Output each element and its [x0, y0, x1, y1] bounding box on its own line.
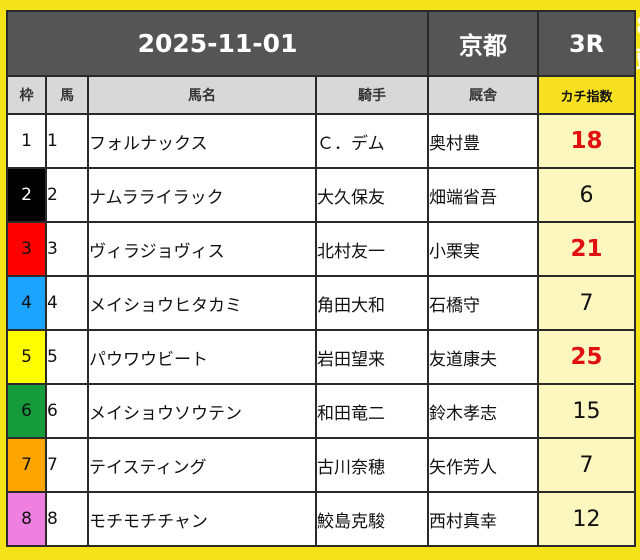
trainer-name: 奥村豊	[428, 114, 538, 168]
trainer-name: 友道康夫	[428, 330, 538, 384]
jockey-name: 岩田望来	[316, 330, 428, 384]
header-jockey: 騎手	[316, 76, 428, 114]
runner-rows: 1 1 フォルナックス Ｃ．デム 奥村豊 18 2 2 ナムラライラック 大久保友 畑端省吾 6 3 3 ヴ…	[7, 114, 635, 546]
race-number: 3R	[538, 11, 635, 76]
trainer-name: 畑端省吾	[428, 168, 538, 222]
jockey-name: 和田竜二	[316, 384, 428, 438]
header-waku: 枠	[7, 76, 46, 114]
header-horse-name: 馬名	[88, 76, 316, 114]
trainer-name: 西村真幸	[428, 492, 538, 546]
header-kachi-index: カチ指数	[538, 76, 635, 114]
table-row: 5 5 パウワウビート 岩田望来 友道康夫 25	[7, 330, 635, 384]
kachi-index-value: 7	[538, 438, 635, 492]
trainer-name: 矢作芳人	[428, 438, 538, 492]
table-row: 6 6 メイショウソウテン 和田竜二 鈴木孝志 15	[7, 384, 635, 438]
horse-number: 8	[46, 492, 88, 546]
header-uma: 馬	[46, 76, 88, 114]
table-row: 2 2 ナムラライラック 大久保友 畑端省吾 6	[7, 168, 635, 222]
race-title-bar: 2025-11-01 京都 3R 8頭	[7, 11, 635, 76]
horse-name: フォルナックス	[88, 114, 316, 168]
waku-cell: 1	[7, 114, 46, 168]
horse-number: 2	[46, 168, 88, 222]
column-header-row: 枠 馬 馬名 騎手 厩舎 カチ指数	[7, 76, 635, 114]
header-trainer: 厩舎	[428, 76, 538, 114]
horse-name: ナムラライラック	[88, 168, 316, 222]
waku-cell: 4	[7, 276, 46, 330]
kachi-index-value: 7	[538, 276, 635, 330]
trainer-name: 小栗実	[428, 222, 538, 276]
race-table: 2025-11-01 京都 3R 8頭 枠 馬 馬名 騎手 厩舎 カチ指数 11…	[6, 10, 636, 547]
waku-cell: 5	[7, 330, 46, 384]
horse-name: モチモチチャン	[88, 492, 316, 546]
horse-name: ヴィラジョヴィス	[88, 222, 316, 276]
horse-number: 4	[46, 276, 88, 330]
horse-number: 3	[46, 222, 88, 276]
horse-number: 6	[46, 384, 88, 438]
waku-cell: 6	[7, 384, 46, 438]
horse-name: パウワウビート	[88, 330, 316, 384]
horse-number: 1	[46, 114, 88, 168]
kachi-index-value: 25	[538, 330, 635, 384]
horse-number: 5	[46, 330, 88, 384]
waku-cell: 2	[7, 168, 46, 222]
trainer-name: 石橋守	[428, 276, 538, 330]
trainer-name: 鈴木孝志	[428, 384, 538, 438]
jockey-name: 古川奈穂	[316, 438, 428, 492]
kachi-index-value: 12	[538, 492, 635, 546]
waku-cell: 8	[7, 492, 46, 546]
horse-name: メイショウソウテン	[88, 384, 316, 438]
table-row: 7 7 テイスティング 古川奈穂 矢作芳人 7	[7, 438, 635, 492]
table-row: 4 4 メイショウヒタカミ 角田大和 石橋守 7	[7, 276, 635, 330]
waku-cell: 3	[7, 222, 46, 276]
jockey-name: 角田大和	[316, 276, 428, 330]
jockey-name: 北村友一	[316, 222, 428, 276]
kachi-index-value: 18	[538, 114, 635, 168]
jockey-name: 鮫島克駿	[316, 492, 428, 546]
kachi-index-value: 15	[538, 384, 635, 438]
kachi-index-value: 21	[538, 222, 635, 276]
table-row: 1 1 フォルナックス Ｃ．デム 奥村豊 18	[7, 114, 635, 168]
table-row: 3 3 ヴィラジョヴィス 北村友一 小栗実 21	[7, 222, 635, 276]
waku-cell: 7	[7, 438, 46, 492]
jockey-name: 大久保友	[316, 168, 428, 222]
race-date: 2025-11-01	[7, 11, 428, 76]
horse-name: メイショウヒタカミ	[88, 276, 316, 330]
table-row: 8 8 モチモチチャン 鮫島克駿 西村真幸 12	[7, 492, 635, 546]
kachi-index-value: 6	[538, 168, 635, 222]
horse-number: 7	[46, 438, 88, 492]
jockey-name: Ｃ．デム	[316, 114, 428, 168]
race-venue: 京都	[428, 11, 538, 76]
horse-name: テイスティング	[88, 438, 316, 492]
